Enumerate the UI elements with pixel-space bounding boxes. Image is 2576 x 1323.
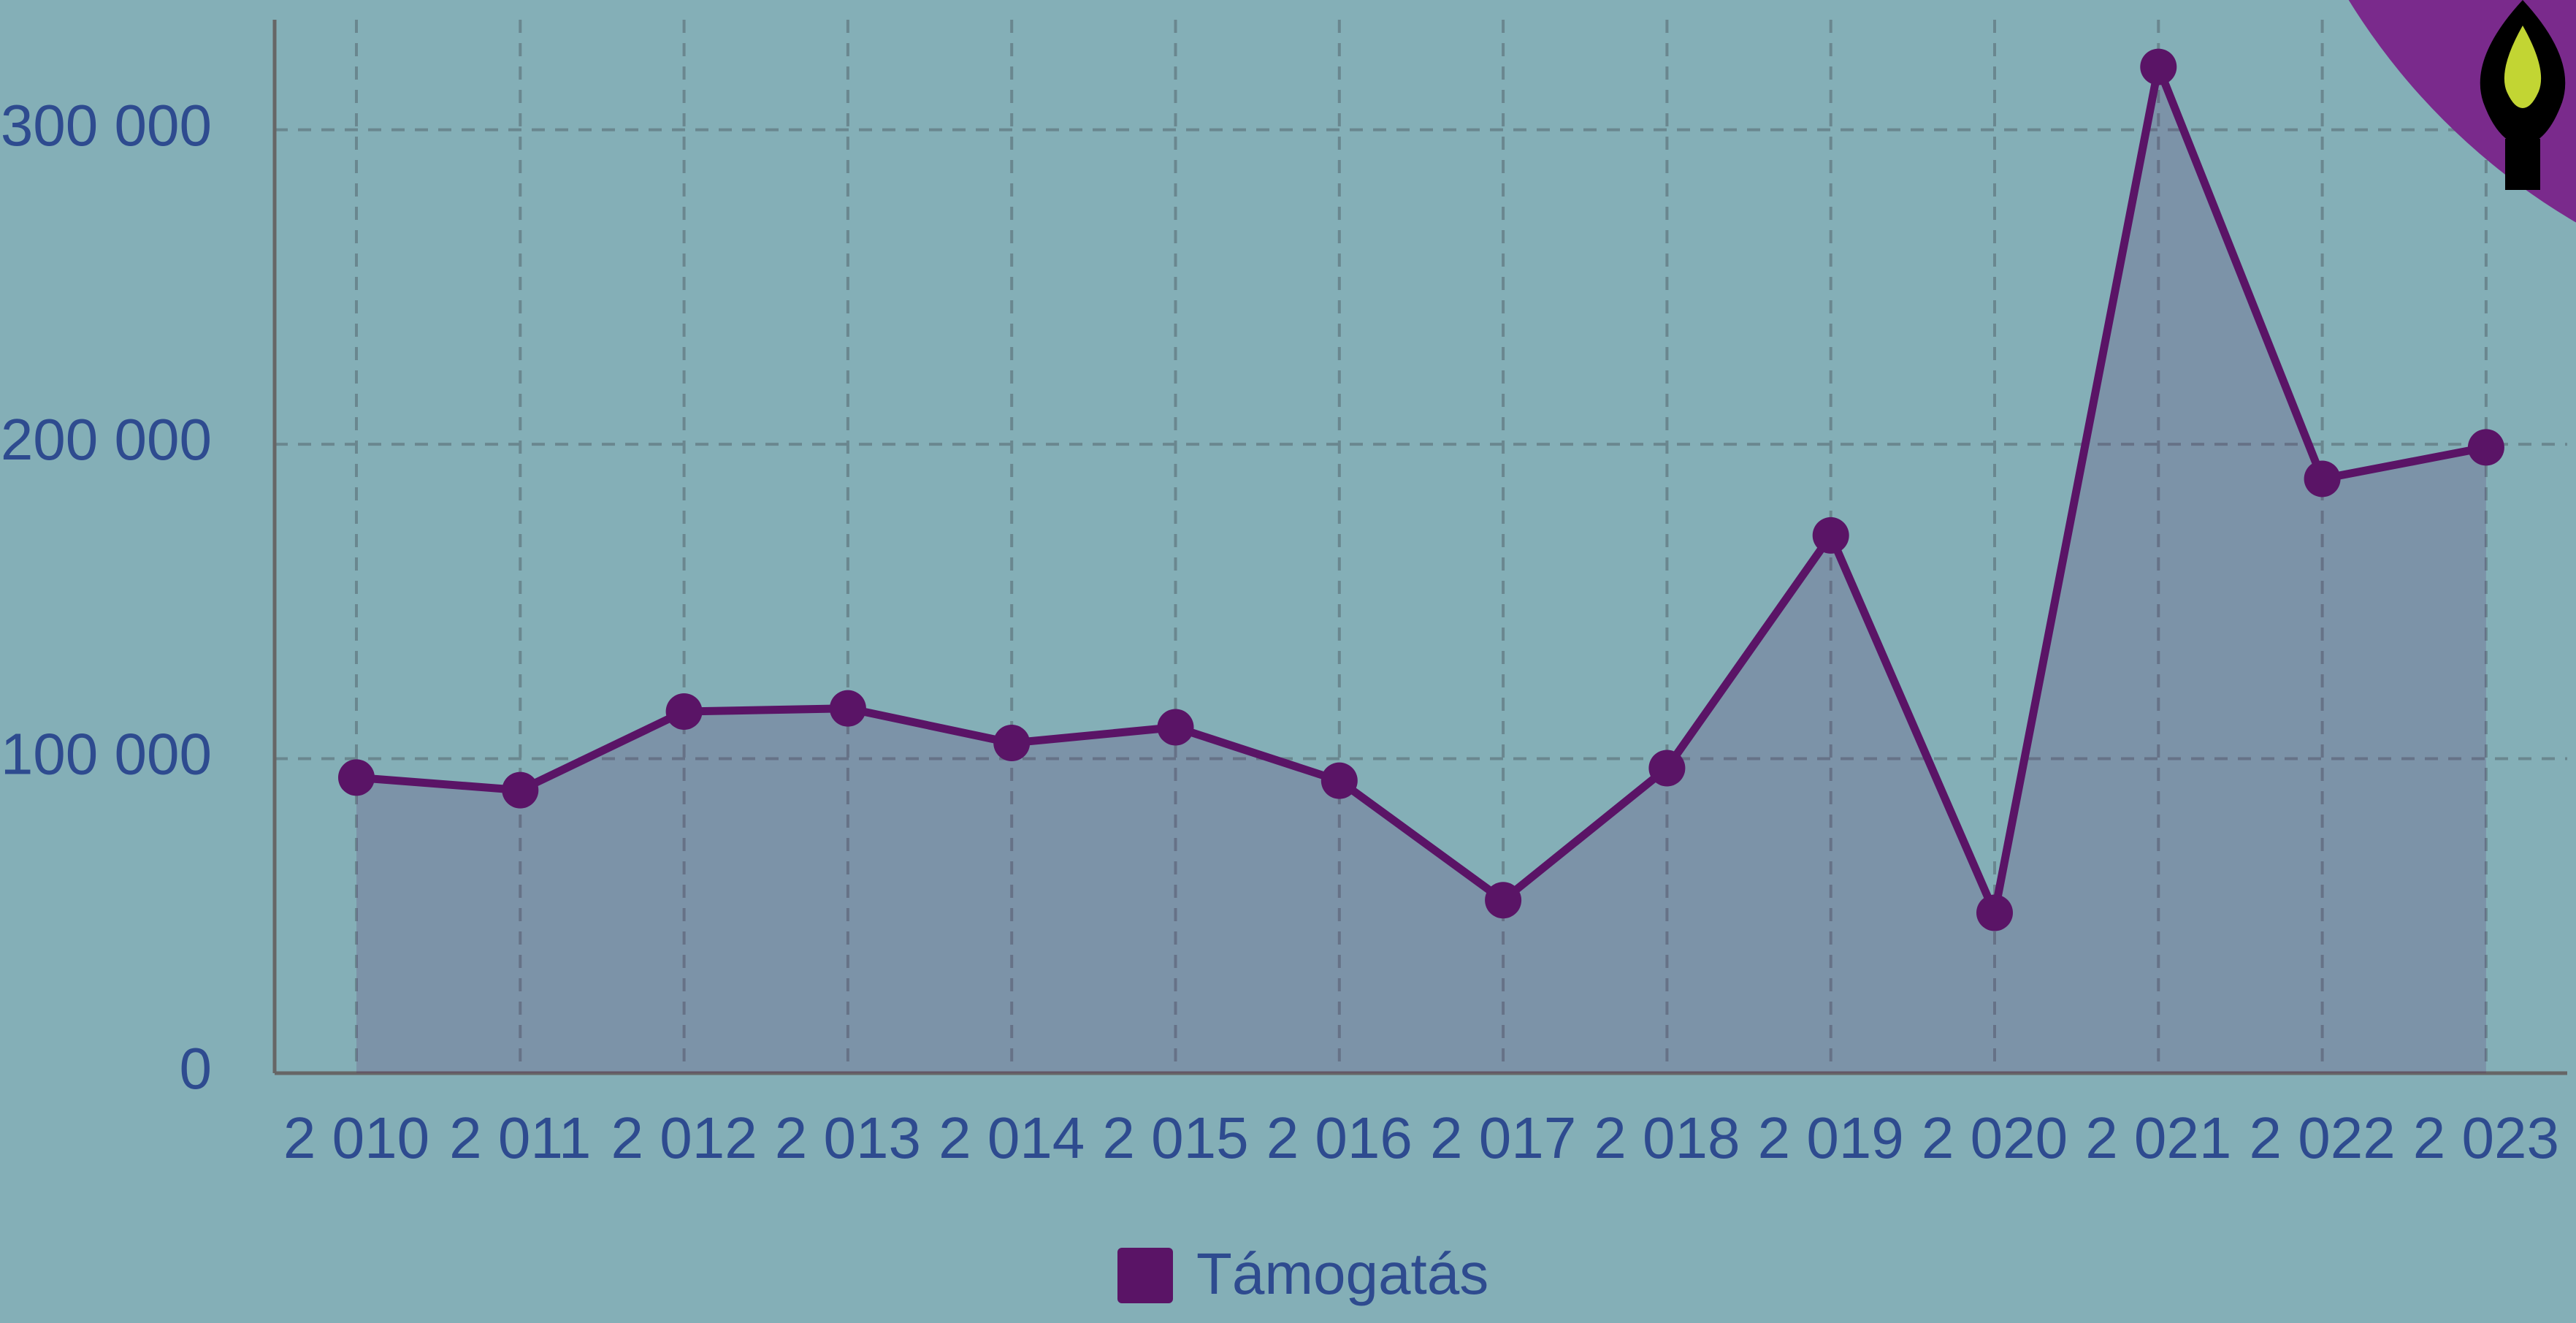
x-tick-label: 2 018	[1594, 1105, 1740, 1170]
x-tick-label: 2 015	[1102, 1105, 1248, 1170]
point	[665, 693, 703, 730]
point	[2304, 460, 2341, 497]
line	[356, 63, 2487, 917]
point	[1812, 516, 1849, 554]
point	[2467, 429, 2504, 466]
x-tick-label: 2 014	[939, 1105, 1085, 1170]
torch-icon	[2480, 0, 2566, 190]
x-tick-label: 2 020	[1922, 1105, 2068, 1170]
x-tick-label: 2 010	[283, 1105, 429, 1170]
x-tick-label: 2 017	[1430, 1105, 1576, 1170]
y-tick-label: 100 000	[1, 722, 212, 787]
point	[1976, 894, 2013, 931]
x-tick-label: 2 022	[2249, 1105, 2395, 1170]
point	[1648, 750, 1686, 787]
x-tick-label: 2 013	[775, 1105, 921, 1170]
x-tick-label: 2 021	[2085, 1105, 2231, 1170]
point	[1485, 882, 1522, 919]
x-tick-label: 2 019	[1758, 1105, 1904, 1170]
point	[502, 771, 539, 809]
plot-area: 0 100 000 200 000 300 000 2 010 2 011 2 012 2 0…	[1, 20, 2567, 1306]
point	[1321, 762, 1358, 799]
point	[829, 690, 866, 727]
point	[2140, 48, 2177, 85]
point	[1157, 709, 1194, 746]
x-tick-label: 2 016	[1266, 1105, 1413, 1170]
legend-label: Támogatás	[1196, 1241, 1488, 1306]
point	[993, 725, 1031, 762]
point	[338, 759, 375, 796]
y-tick-label: 0	[180, 1036, 213, 1101]
x-tick-label: 2 012	[611, 1105, 757, 1170]
legend-swatch	[1117, 1248, 1173, 1303]
x-tick-label: 2 023	[2413, 1105, 2559, 1170]
x-tick-label: 2 011	[449, 1105, 591, 1170]
y-tick-label: 200 000	[1, 407, 212, 472]
y-tick-label: 300 000	[1, 93, 212, 158]
